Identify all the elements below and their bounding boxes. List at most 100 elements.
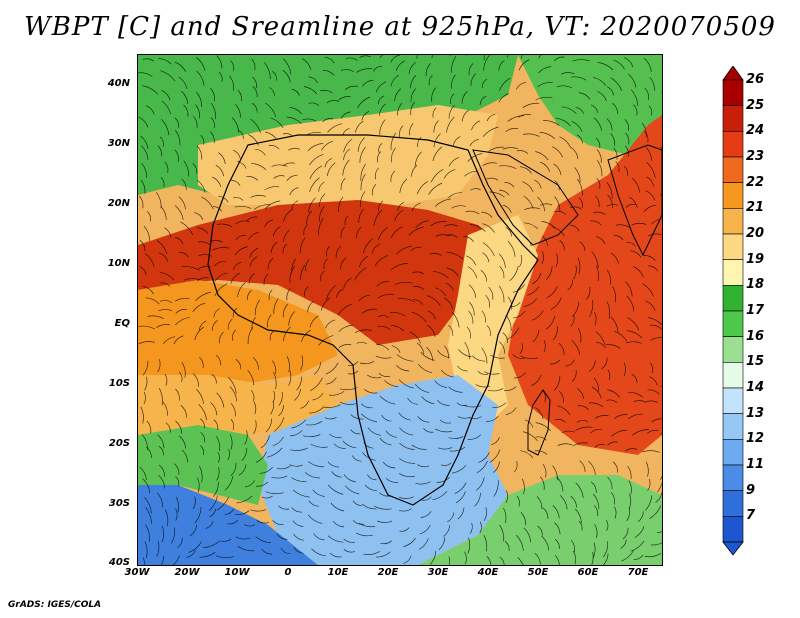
streamline <box>590 428 603 434</box>
streamline <box>146 420 152 434</box>
streamline <box>410 75 417 89</box>
streamline <box>595 331 606 346</box>
streamline <box>178 435 186 449</box>
streamline <box>514 461 518 473</box>
streamline <box>415 481 431 485</box>
streamline <box>339 401 356 405</box>
streamline <box>445 282 454 291</box>
streamline <box>467 266 478 279</box>
streamline <box>626 295 635 312</box>
streamline <box>573 265 577 280</box>
streamline <box>624 118 629 131</box>
streamline <box>158 464 166 477</box>
streamline <box>286 356 290 373</box>
streamline <box>192 496 196 510</box>
streamline <box>477 371 489 375</box>
streamline <box>656 531 662 533</box>
streamline <box>408 226 424 236</box>
x-label-40e: 40E <box>477 567 499 578</box>
streamline <box>553 163 562 176</box>
streamline <box>493 480 499 497</box>
streamline <box>505 227 512 237</box>
streamline <box>328 391 345 396</box>
streamline <box>272 436 284 447</box>
streamline <box>340 177 346 191</box>
streamline <box>518 114 532 118</box>
streamline <box>390 263 408 270</box>
streamline <box>211 320 218 331</box>
streamline <box>516 150 529 154</box>
streamline <box>489 191 505 198</box>
streamline <box>540 476 545 491</box>
streamline <box>490 354 505 359</box>
streamline <box>535 422 552 432</box>
streamline <box>362 308 377 314</box>
streamline <box>318 335 334 346</box>
streamline <box>326 100 339 104</box>
sahara-yellow-field <box>198 105 498 210</box>
streamline <box>451 465 467 474</box>
streamline <box>220 538 232 542</box>
grads-credit: GrADS: IGES/COLA <box>8 600 102 610</box>
streamline <box>615 161 620 173</box>
streamline <box>282 208 294 222</box>
streamline <box>255 481 269 487</box>
streamline <box>512 354 525 359</box>
streamline <box>175 297 190 302</box>
streamline <box>650 542 662 546</box>
streamline <box>419 524 431 535</box>
streamline <box>610 133 616 147</box>
streamline <box>641 122 647 138</box>
streamline <box>519 343 523 354</box>
streamline <box>385 430 397 438</box>
streamline <box>380 540 392 545</box>
streamline <box>217 451 220 463</box>
streamline <box>377 293 394 299</box>
streamline <box>359 360 375 365</box>
streamline <box>273 417 285 432</box>
streamline <box>527 285 540 296</box>
streamline <box>241 447 248 461</box>
streamline <box>539 132 556 140</box>
streamline <box>571 121 583 132</box>
streamline <box>399 125 404 138</box>
streamline <box>244 524 256 527</box>
streamline <box>208 495 218 511</box>
streamline <box>572 59 590 62</box>
streamline <box>409 123 414 136</box>
streamline <box>524 207 541 211</box>
streamline <box>557 443 573 446</box>
streamline <box>251 58 256 70</box>
streamline <box>361 403 373 409</box>
streamline <box>432 107 437 118</box>
streamline <box>481 211 493 218</box>
streamline <box>606 86 615 96</box>
streamline <box>145 297 160 305</box>
streamline <box>210 117 215 129</box>
streamline <box>485 294 491 308</box>
streamline <box>213 481 219 497</box>
streamline <box>595 265 600 282</box>
streamline <box>588 360 596 372</box>
streamline <box>247 369 255 386</box>
streamline <box>144 496 152 514</box>
streamline <box>354 267 367 281</box>
streamline <box>543 339 546 353</box>
streamline <box>595 137 601 149</box>
streamline <box>417 363 433 374</box>
streamline <box>504 386 517 391</box>
streamline <box>435 287 446 297</box>
streamline <box>175 420 183 434</box>
streamline <box>233 197 244 201</box>
streamline <box>612 102 619 115</box>
colorbar-swatch <box>722 182 744 209</box>
streamline <box>631 222 647 226</box>
streamline <box>592 542 596 559</box>
streamline <box>343 138 353 153</box>
streamline <box>572 550 577 565</box>
streamline <box>571 76 587 81</box>
streamline <box>556 85 573 89</box>
streamline <box>470 73 477 86</box>
streamline <box>210 402 218 416</box>
streamline <box>354 329 372 334</box>
